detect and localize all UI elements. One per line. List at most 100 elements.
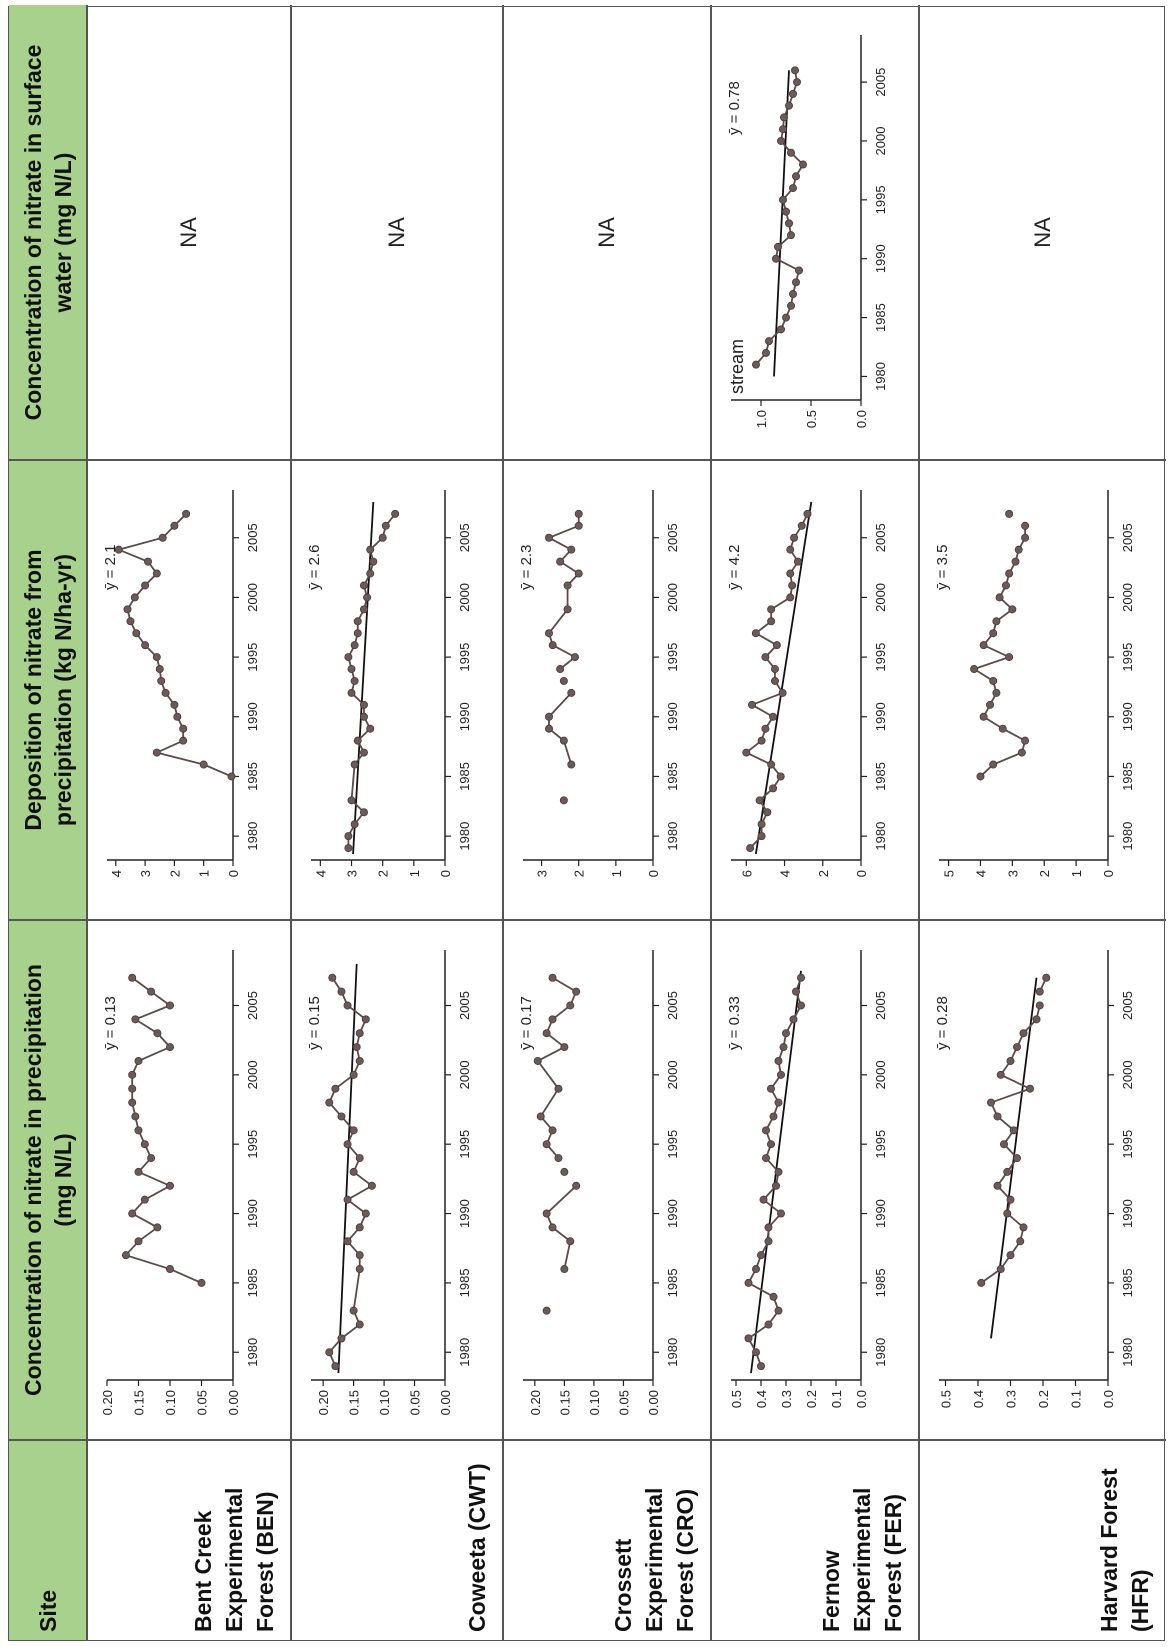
data-point [381,521,390,530]
data-point [349,1167,358,1176]
data-point [567,688,576,697]
x-tick-label: 1980 [1120,822,1135,851]
data-point [757,1362,766,1371]
data-point [762,348,771,357]
site-name: Fernow Experimental Forest (FER) [818,1487,906,1632]
y-tick-label: 0.0 [854,1390,869,1408]
data-point [559,676,568,685]
surface-water-na: NA [1029,217,1055,248]
data-point [166,1265,175,1274]
data-point [996,1265,1005,1274]
data-point [128,1084,137,1093]
data-point [995,593,1004,602]
y-tick-label: 0.00 [438,1390,453,1415]
surface-water-na: NA [384,217,409,248]
data-point [761,724,770,733]
data-point [359,581,368,590]
data-point [979,712,988,721]
data-point [774,242,783,251]
x-tick-label: 2005 [245,991,260,1020]
data-point [331,1362,340,1371]
data-point [128,1098,137,1107]
x-tick-label: 1995 [1120,1130,1135,1159]
data-point [548,1015,557,1024]
y-tick-label: 5 [942,870,957,877]
data-point [752,360,761,369]
chart-BEN-dep: 0 1 2 3 4 1980 1985 1990 1995 2000 2005 ȳ = 2.1 [102,490,260,877]
x-tick-label: 2000 [665,583,680,612]
data-point [987,1098,996,1107]
data-point [359,700,368,709]
data-point [197,1278,206,1287]
y-tick-label: 1 [407,870,422,877]
x-tick-label: 2000 [1120,583,1135,612]
data-point [344,844,353,853]
x-tick-label: 1980 [1120,1338,1135,1367]
data-point [545,629,554,638]
data-point [1021,521,1030,530]
data-point [152,748,161,757]
data-point [391,509,400,518]
header-deposition: Deposition of nitrate from precipitation… [9,460,87,920]
y-tick-label: 0.20 [528,1390,543,1415]
data-point [792,987,801,996]
data-point [556,557,565,566]
data-point [1005,509,1014,518]
data-point [1019,1223,1028,1232]
data-point [155,665,164,674]
chart-HFR-conc: 0.0 0.1 0.2 0.3 0.4 0.5 1980 1985 1990 1995 2000 20… [934,950,1135,1408]
x-tick-label: 2000 [245,1060,260,1089]
data-point [343,1237,352,1246]
data-point [132,629,141,638]
data-point [757,736,766,745]
data-point [993,1112,1002,1121]
data-point [166,1001,175,1010]
data-point [179,724,188,733]
x-tick-label: 2000 [245,583,260,612]
data-point [141,581,150,590]
x-tick-label: 1995 [457,643,472,672]
chart-CWT-conc: 0.00 0.05 0.10 0.15 0.20 1980 1985 1990 1995 2000… [306,950,472,1415]
data-point [776,772,785,781]
header-surface-water: Concentration of nitrate in surface wate… [9,5,87,460]
x-tick-label: 1980 [245,1338,260,1367]
data-point [350,641,359,650]
data-point [166,1181,175,1190]
x-tick-label: 2005 [457,991,472,1020]
data-point [548,973,557,982]
data-point [542,1140,551,1149]
x-tick-label: 2005 [873,991,888,1020]
data-point [344,653,353,662]
data-point [1003,1209,1012,1218]
x-tick-label: 1995 [245,1130,260,1159]
data-point [366,569,375,578]
y-tick-label: 0.2 [804,1390,819,1408]
data-point [1017,748,1026,757]
x-tick-label: 1990 [245,1199,260,1228]
y-tick-label: 0.5 [804,410,819,428]
x-tick-label: 1990 [457,1199,472,1228]
data-point [349,1126,358,1135]
data-point [996,1070,1005,1079]
x-tick-label: 2000 [873,127,888,156]
data-point [1013,1043,1022,1052]
x-tick-label: 1990 [1120,1199,1135,1228]
data-point [347,688,356,697]
data-point [343,1195,352,1204]
data-point [1013,1154,1022,1163]
data-point [134,1237,143,1246]
data-point [556,665,565,674]
y-tick-label: 6 [739,870,754,877]
data-point [560,1167,569,1176]
data-point [554,1084,563,1093]
y-tick-label: 4 [109,870,124,877]
data-point [779,125,788,134]
data-point [767,1084,776,1093]
data-point [147,1154,156,1163]
data-point [759,1195,768,1204]
data-point [560,1043,569,1052]
data-point [989,629,998,638]
y-tick-label: 3 [1005,870,1020,877]
data-point [131,1015,140,1024]
data-point [548,641,557,650]
